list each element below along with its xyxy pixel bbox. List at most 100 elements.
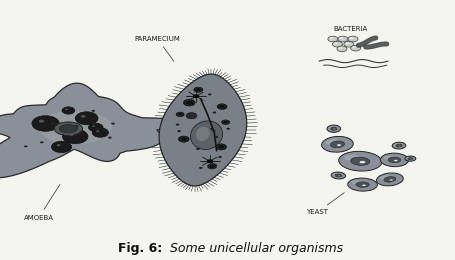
Circle shape [92, 128, 108, 137]
Ellipse shape [326, 125, 340, 132]
Circle shape [111, 122, 115, 125]
Ellipse shape [393, 143, 399, 146]
Circle shape [206, 159, 212, 163]
Text: YEAST: YEAST [305, 193, 344, 215]
Ellipse shape [383, 155, 396, 160]
Ellipse shape [39, 110, 111, 144]
Ellipse shape [393, 160, 397, 161]
Polygon shape [159, 74, 246, 186]
Circle shape [183, 99, 195, 106]
Circle shape [217, 104, 227, 109]
Ellipse shape [196, 127, 209, 141]
Ellipse shape [405, 157, 410, 159]
Circle shape [51, 141, 71, 153]
Ellipse shape [359, 161, 365, 164]
Circle shape [350, 45, 360, 51]
Circle shape [210, 128, 213, 130]
Ellipse shape [334, 174, 341, 177]
Circle shape [62, 129, 88, 144]
Ellipse shape [395, 144, 401, 147]
Ellipse shape [325, 139, 339, 145]
Circle shape [51, 122, 54, 125]
Circle shape [332, 41, 342, 47]
Ellipse shape [330, 127, 336, 130]
Circle shape [91, 122, 95, 125]
Circle shape [75, 125, 79, 127]
Circle shape [336, 46, 346, 52]
Circle shape [176, 112, 184, 117]
Circle shape [75, 112, 98, 125]
Ellipse shape [351, 180, 364, 185]
Circle shape [215, 144, 226, 150]
Circle shape [343, 41, 353, 47]
Text: Fig. 6:: Fig. 6: [117, 242, 162, 255]
Ellipse shape [387, 157, 400, 163]
Text: Some unicellular organisms: Some unicellular organisms [166, 242, 343, 255]
Ellipse shape [407, 158, 412, 160]
Ellipse shape [404, 156, 415, 161]
Circle shape [177, 130, 181, 132]
Circle shape [207, 93, 211, 95]
Circle shape [214, 136, 218, 138]
Ellipse shape [379, 153, 408, 167]
Ellipse shape [332, 173, 339, 176]
Circle shape [207, 164, 216, 169]
Ellipse shape [355, 182, 369, 187]
Circle shape [91, 110, 95, 112]
Ellipse shape [336, 144, 341, 146]
Ellipse shape [388, 179, 393, 181]
Circle shape [338, 47, 342, 49]
Ellipse shape [328, 126, 334, 129]
Circle shape [226, 128, 229, 130]
Circle shape [69, 133, 74, 136]
Ellipse shape [337, 175, 339, 176]
Circle shape [339, 37, 343, 39]
Circle shape [349, 37, 353, 39]
Circle shape [175, 124, 179, 126]
Circle shape [218, 156, 222, 158]
Circle shape [334, 42, 337, 44]
Circle shape [92, 125, 95, 127]
Ellipse shape [383, 177, 395, 182]
Ellipse shape [347, 178, 376, 191]
Ellipse shape [338, 151, 381, 171]
Circle shape [198, 167, 202, 169]
Circle shape [96, 130, 99, 132]
Ellipse shape [54, 122, 82, 135]
Ellipse shape [190, 121, 222, 150]
Ellipse shape [398, 145, 400, 146]
Ellipse shape [376, 173, 402, 186]
Ellipse shape [361, 184, 365, 186]
Circle shape [62, 107, 75, 114]
Ellipse shape [329, 141, 344, 148]
Circle shape [193, 87, 202, 92]
Text: PARAMECIUM: PARAMECIUM [134, 36, 180, 61]
Text: AMOEBA: AMOEBA [24, 184, 60, 220]
Circle shape [196, 148, 199, 150]
Circle shape [32, 116, 59, 131]
Circle shape [108, 136, 111, 139]
Circle shape [337, 36, 347, 42]
Text: BACTERIA: BACTERIA [332, 26, 366, 32]
Ellipse shape [333, 128, 335, 130]
Ellipse shape [391, 142, 405, 149]
Polygon shape [0, 83, 181, 178]
Circle shape [347, 36, 357, 42]
Circle shape [221, 120, 229, 125]
Circle shape [212, 130, 215, 132]
Ellipse shape [344, 155, 363, 162]
Circle shape [24, 145, 28, 147]
Circle shape [212, 112, 216, 114]
Ellipse shape [409, 158, 411, 159]
Circle shape [40, 141, 44, 143]
Circle shape [329, 37, 333, 39]
Circle shape [327, 36, 337, 42]
Ellipse shape [350, 157, 369, 165]
Circle shape [352, 46, 355, 48]
Ellipse shape [379, 175, 391, 180]
Circle shape [56, 144, 61, 146]
Ellipse shape [321, 136, 353, 152]
Circle shape [81, 115, 86, 118]
Circle shape [192, 94, 199, 98]
Circle shape [186, 113, 197, 119]
